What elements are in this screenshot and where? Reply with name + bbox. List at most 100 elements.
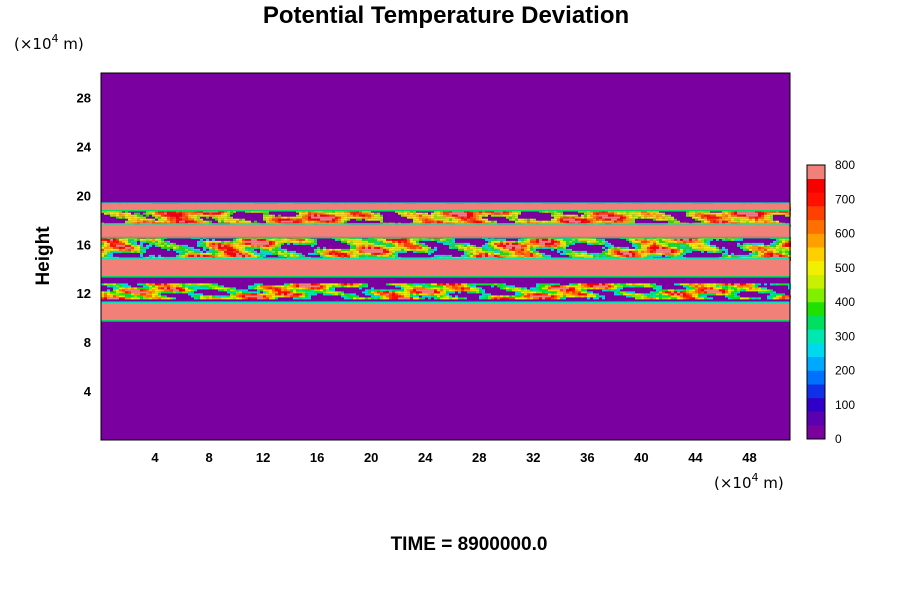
field-cell [542,252,545,255]
field-cell [344,210,347,213]
field-cell [527,293,530,296]
field-cell [725,238,728,241]
field-cell [722,291,725,294]
field-cell [617,291,620,294]
field-cell [317,248,320,251]
field-cell [149,287,152,290]
field-cell [461,242,464,245]
field-cell [278,214,281,217]
field-cell [338,285,341,288]
field-cell [125,242,128,245]
field-cell [473,285,476,288]
field-cell [590,254,593,257]
field-cell [194,285,197,288]
field-cell [767,254,770,257]
field-cell [740,285,743,288]
field-cell [308,297,311,300]
field-cell [185,254,188,257]
field-cell [659,216,662,219]
field-cell [698,218,701,221]
field-cell [494,252,497,255]
field-cell [440,283,443,286]
field-cell [641,295,644,298]
field-cell [764,244,767,247]
field-cell [272,238,275,241]
field-cell [305,289,308,292]
field-cell [464,212,467,215]
field-cell [179,289,182,292]
field-cell [599,238,602,241]
field-cell [668,218,671,221]
field-cell [779,295,782,298]
field-cell [428,252,431,255]
field-cell [164,240,167,243]
field-cell [488,295,491,298]
field-cell [674,295,677,298]
field-cell [701,291,704,294]
field-cell [155,210,158,213]
field-cell [530,293,533,296]
field-cell [416,250,419,253]
field-cell [470,246,473,249]
field-cell [143,297,146,300]
field-cell [569,285,572,288]
field-cell [227,216,230,219]
field-cell [467,248,470,251]
field-cell [524,293,527,296]
field-cell [716,246,719,249]
field-cell [536,287,539,290]
field-cell [371,250,374,253]
field-cell [728,254,731,257]
field-cell [260,297,263,300]
field-cell [104,240,107,243]
field-cell [422,242,425,245]
field-cell [707,248,710,251]
field-cell [365,289,368,292]
field-cell [515,214,518,217]
field-cell [548,254,551,257]
field-cell [260,238,263,241]
field-cell [470,212,473,215]
field-cell [776,283,779,286]
field-cell [104,295,107,298]
field-cell [599,283,602,286]
field-cell [572,287,575,290]
field-cell [299,289,302,292]
field-cell [380,289,383,292]
field-cell [530,287,533,290]
field-cell [296,295,299,298]
field-cell [707,214,710,217]
field-cell [248,285,251,288]
field-cell [422,293,425,296]
field-cell [722,283,725,286]
field-cell [557,238,560,241]
field-cell [548,295,551,298]
field-cell [140,214,143,217]
field-cell [362,240,365,243]
field-cell [293,285,296,288]
field-cell [458,291,461,294]
field-cell [326,214,329,217]
field-cell [422,283,425,286]
field-cell [710,297,713,300]
field-cell [587,218,590,221]
field-cell [674,291,677,294]
field-cell [770,244,773,247]
field-cell [719,289,722,292]
field-cell [452,246,455,249]
field-cell [671,216,674,219]
field-cell [608,287,611,290]
field-cell [215,216,218,219]
field-cell [743,216,746,219]
field-cell [110,252,113,255]
field-cell [335,214,338,217]
field-cell [176,214,179,217]
field-cell [260,293,263,296]
field-cell [470,216,473,219]
field-cell [293,287,296,290]
field-cell [131,291,134,294]
field-cell [140,216,143,219]
field-cell [449,285,452,288]
field-cell [323,283,326,286]
field-cell [728,295,731,298]
